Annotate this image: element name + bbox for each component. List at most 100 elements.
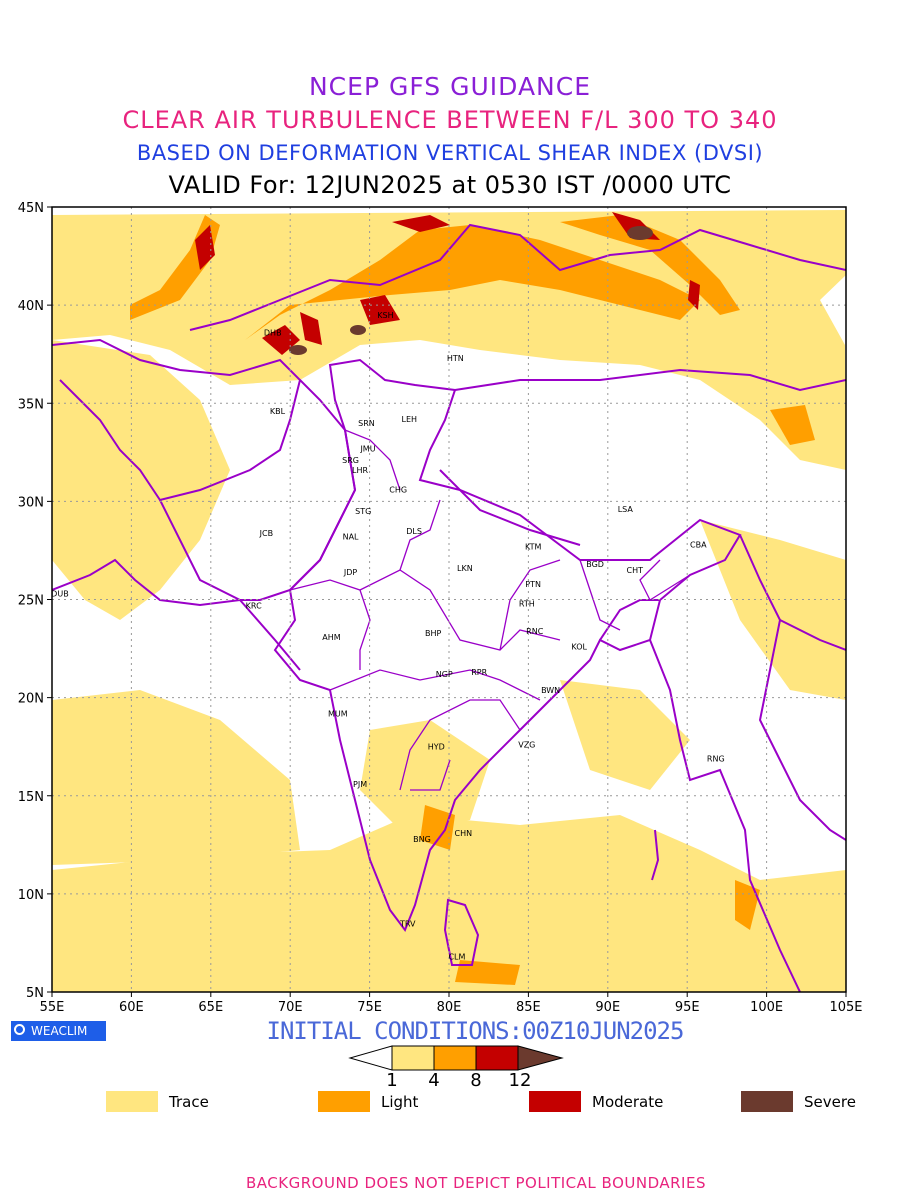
station-label-kbl: KBL [270,407,286,416]
colorbar-light [433,1045,477,1071]
severe-cell-2 [289,345,307,355]
chart-subtitle: CLEAR AIR TURBULENCE BETWEEN F/L 300 TO … [122,106,778,134]
state-line-8 [579,559,621,631]
sri-lanka-outline [443,898,480,966]
state-line-5 [399,699,521,791]
weaclim-logo-icon [14,1024,25,1035]
station-label-ptn: PTN [525,580,541,589]
boundary-tibet [454,368,846,392]
moderate-cell-2 [300,312,322,345]
station-label-htn: HTN [447,354,464,363]
colorbar-label-12: 12 [508,1070,532,1091]
lon-tick-label: 105E [829,1000,862,1015]
station-label-bng: BNG [413,835,431,844]
station-label-vzg: VZG [518,741,535,750]
station-label-srg: SRG [342,456,359,465]
boundary-pakistan [159,379,357,601]
state-line-6 [499,559,561,651]
station-label-dub: DUB [51,590,69,599]
station-label-clm: CLM [448,953,465,962]
lat-tick-label: 30N [18,495,44,510]
station-label-lhr: LHR [352,466,368,475]
trace-area-deccan [360,720,490,830]
lon-tick-label: 80E [437,1000,462,1015]
chart-title: NCEP GFS GUIDANCE [308,72,591,101]
axis-ticks: 55E 60E 65E 70E 75E 80E 85E 90E 95E 100E 105E 45N 40… [18,201,863,1015]
lon-tick-label: 55E [40,1000,65,1015]
station-label-hyd: HYD [428,743,445,752]
disclaimer-note: BACKGROUND DOES NOT DEPICT POLITICAL BOU… [246,1174,706,1192]
moderate-cell-6 [195,225,215,270]
station-label-chg: CHG [389,486,407,495]
station-label-nal: NAL [343,533,359,542]
lon-tick-label: 65E [198,1000,223,1015]
severe-cell-1 [627,226,653,240]
station-label-chn: CHN [454,829,472,838]
legend-label-severe: Severe [804,1093,856,1111]
station-label-trv: TRV [399,919,416,928]
boundary-afghanistan [52,338,302,502]
legend-label-moderate: Moderate [592,1093,664,1111]
state-line-9 [639,559,691,601]
lon-tick-label: 75E [357,1000,382,1015]
lon-tick-label: 95E [675,1000,700,1015]
colorbar-severe-arrow [517,1045,564,1071]
legend-swatch-severe [741,1091,793,1112]
station-label-cba: CBA [690,541,707,550]
coastline-east [649,639,801,992]
colorbar-trace [391,1045,435,1071]
station-label-dls: DLS [406,527,422,536]
station-label-krc: KRC [246,601,262,610]
state-line-4 [399,499,441,571]
weaclim-label: WEACLIM [31,1024,88,1038]
lat-tick-label: 40N [18,299,44,314]
station-label-rng: RNG [707,754,725,763]
weaclim-badge: WEACLIM [11,1021,106,1041]
station-label-ngp: NGP [436,670,453,679]
state-line-10 [344,429,401,491]
station-label-jdp: JDP [343,568,358,577]
lat-tick-label: 45N [18,201,44,216]
boundary-nepal [439,469,581,546]
station-label-pjm: PJM [353,780,367,789]
state-line-2 [329,669,541,701]
lon-tick-label: 90E [595,1000,620,1015]
station-label-leh: LEH [402,415,418,424]
initial-conditions: INITIAL CONDITIONS:00Z10JUN2025 [266,1017,685,1045]
station-label-lkn: LKN [457,564,473,573]
lat-tick-label: 10N [18,888,44,903]
moderate-cell-3 [360,295,400,325]
trace-area-southwest [52,690,300,865]
colorbar-moderate [475,1045,519,1071]
grid-lines [52,207,846,992]
state-line-3 [359,589,371,670]
station-label-rth: RTH [519,599,535,608]
state-line-1 [289,569,561,651]
colorbar-label-8: 8 [470,1070,482,1091]
colorbar-min-arrow [348,1045,393,1071]
colorbar-label-4: 4 [428,1070,440,1091]
trace-area-bay [560,680,690,790]
lon-tick-label: 60E [119,1000,144,1015]
chart-method: BASED ON DEFORMATION VERTICAL SHEAR INDE… [136,141,764,165]
lat-tick-label: 5N [26,986,44,1001]
boundary-myanmar [739,534,846,841]
station-label-bwn: BWN [541,686,560,695]
legend-swatch-moderate [529,1091,581,1112]
station-label-ktm: KTM [525,543,542,552]
station-label-ksh: KSH [377,311,393,320]
station-label-rnc: RNC [526,627,544,636]
legend-swatch-light [318,1091,370,1112]
station-label-srn: SRN [358,419,375,428]
lon-tick-label: 85E [516,1000,541,1015]
light-band-south [455,960,520,985]
lat-tick-label: 15N [18,790,44,805]
andaman-islands [651,829,660,881]
station-label-ahm: AHM [322,633,340,642]
lat-tick-label: 20N [18,692,44,707]
moderate-cell-4 [392,215,450,232]
trace-area-east [700,520,846,700]
state-boundaries [289,429,691,791]
